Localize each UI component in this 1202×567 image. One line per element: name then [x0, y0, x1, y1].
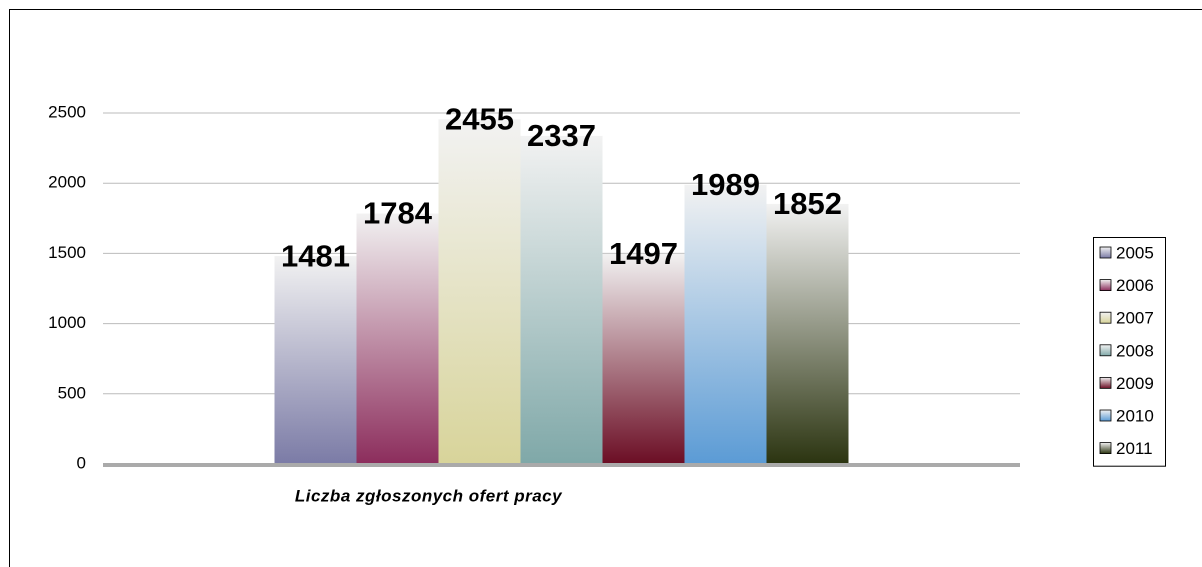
x-tick-label: Liczba zgłoszonych ofert pracy	[295, 486, 563, 505]
y-tick-label: 0	[77, 453, 86, 472]
bar	[356, 213, 439, 464]
y-tick-label: 2000	[48, 173, 86, 192]
data-label: 1497	[609, 236, 678, 271]
legend-swatch	[1099, 344, 1112, 357]
legend-swatch	[1099, 246, 1112, 259]
bar	[766, 203, 849, 465]
legend-label: 2009	[1116, 374, 1154, 393]
data-label: 2455	[445, 102, 514, 137]
bar	[520, 135, 603, 464]
bar	[602, 253, 685, 464]
legend-label: 2006	[1116, 276, 1154, 295]
legend-swatch	[1099, 442, 1112, 455]
data-label: 1989	[691, 167, 760, 202]
data-label: 2337	[527, 118, 596, 153]
y-tick-label: 500	[58, 383, 86, 402]
legend-label: 2010	[1116, 406, 1154, 425]
legend-swatch	[1099, 409, 1112, 422]
y-tick-label: 1500	[48, 243, 86, 262]
bar	[684, 184, 767, 465]
data-label: 1784	[363, 196, 433, 231]
data-label: 1852	[773, 186, 842, 221]
y-tick-label: 2500	[48, 102, 86, 121]
legend-swatch	[1099, 279, 1112, 292]
x-axis	[103, 463, 1020, 467]
legend-label: 2005	[1116, 243, 1154, 262]
legend-label: 2011	[1116, 439, 1153, 458]
legend-swatch	[1099, 376, 1112, 389]
data-label: 1481	[281, 238, 350, 273]
bar	[438, 119, 521, 465]
legend-label: 2008	[1116, 341, 1154, 360]
bar	[274, 256, 357, 464]
legend-swatch	[1099, 311, 1112, 324]
legend-label: 2007	[1116, 309, 1154, 328]
y-tick-label: 1000	[48, 313, 86, 332]
